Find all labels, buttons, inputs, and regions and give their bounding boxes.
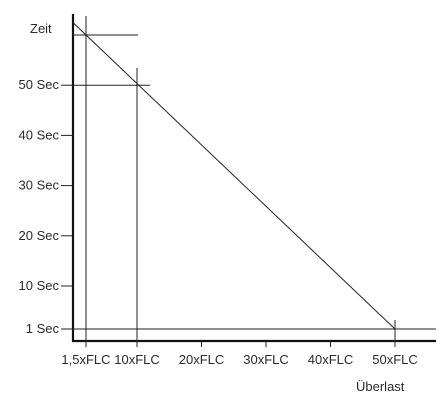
y-tick-label: 50 Sec (19, 77, 60, 92)
series (73, 23, 395, 329)
x-tick-label: 50xFLC (372, 352, 418, 367)
x-axis-title: Überlast (356, 379, 405, 394)
x-tick-label: 10xFLC (114, 352, 160, 367)
ticks (61, 85, 395, 347)
x-tick-label: 30xFLC (243, 352, 289, 367)
y-axis-title: Zeit (30, 21, 52, 36)
y-tick-label: 1 Sec (26, 321, 60, 336)
x-tick-label: 1,5xFLC (61, 352, 110, 367)
y-tick-label: 10 Sec (19, 278, 60, 293)
axes (72, 14, 436, 342)
x-tick-label: 40xFLC (308, 352, 354, 367)
y-tick-label: 30 Sec (19, 178, 60, 193)
y-tick-label: 20 Sec (19, 228, 60, 243)
x-tick-label: 20xFLC (179, 352, 225, 367)
y-tick-label: 40 Sec (19, 127, 60, 142)
reference-lines (73, 16, 436, 341)
series-line (73, 23, 395, 329)
tick-labels: 1,5xFLC 10xFLC 20xFLC 30xFLC 40xFLC 50xFLC 50 … (19, 77, 418, 367)
